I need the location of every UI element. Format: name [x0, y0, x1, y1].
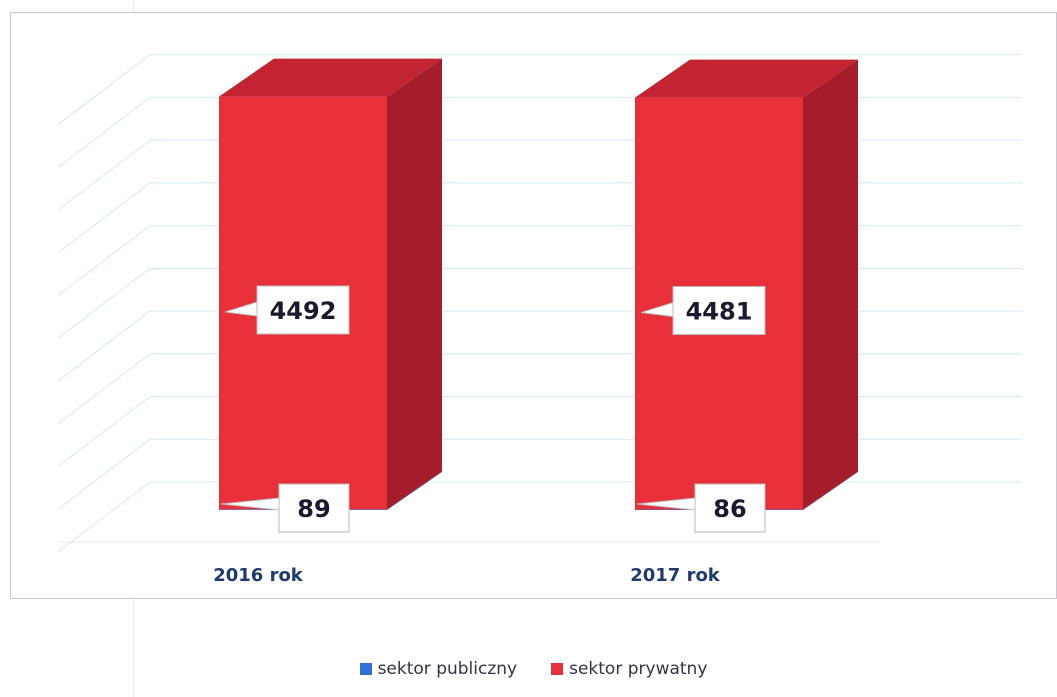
bars — [219, 58, 858, 510]
data-label-private: 4492 — [270, 297, 337, 325]
bar-private-side — [803, 59, 858, 510]
bar-public-side — [803, 471, 858, 510]
gridline-side — [57, 54, 151, 126]
gridline-side — [57, 481, 151, 553]
data-labels: 4492 89 4481 86 — [220, 285, 766, 533]
callout-box-private — [256, 285, 350, 335]
gridline-side — [57, 225, 151, 296]
category-label: 2016 rok — [213, 565, 304, 586]
bar-private-side — [387, 58, 442, 510]
gridline-side — [57, 97, 151, 168]
legend: sektor publiczny sektor prywatny — [0, 654, 1057, 684]
callout-box-private — [672, 286, 766, 336]
gridline-side — [57, 310, 151, 382]
data-label-public: 89 — [297, 495, 330, 523]
gridline-side — [57, 396, 151, 467]
gridline-side — [57, 139, 151, 211]
category-label: 2017 rok — [630, 565, 721, 586]
chart-frame — [10, 12, 1057, 599]
bar-private-top — [219, 58, 442, 97]
category-labels: 2016 rok 2017 rok — [213, 565, 721, 586]
bar-private-top — [635, 59, 858, 98]
gridline-side — [57, 353, 151, 425]
callout-box-public — [694, 483, 766, 533]
legend-swatch-private — [551, 663, 564, 675]
data-label-private: 4481 — [686, 298, 753, 326]
legend-label-public: sektor publiczny — [377, 659, 518, 679]
legend-item-private: sektor prywatny — [551, 659, 707, 679]
gridline-side — [57, 438, 151, 510]
callout-box-public — [278, 483, 350, 533]
data-label-public: 86 — [713, 495, 746, 523]
gridline-side — [57, 267, 151, 339]
legend-label-private: sektor prywatny — [569, 659, 708, 679]
legend-item-public: sektor publiczny — [359, 659, 518, 679]
gridline-side — [57, 182, 151, 254]
gridlines — [57, 54, 1022, 553]
bar-public-side — [387, 471, 442, 510]
legend-swatch-public — [359, 663, 372, 675]
